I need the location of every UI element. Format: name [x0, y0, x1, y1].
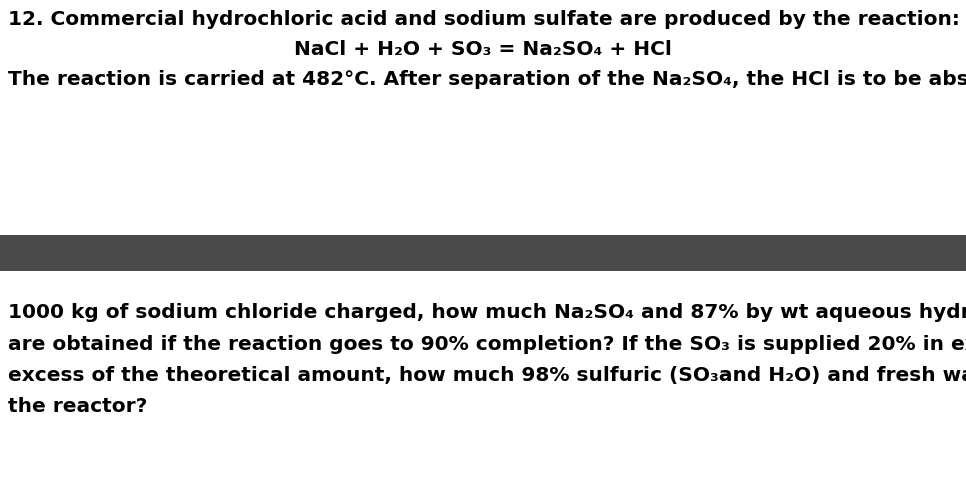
Text: NaCl + H₂O + SO₃ = Na₂SO₄ + HCl: NaCl + H₂O + SO₃ = Na₂SO₄ + HCl [294, 40, 672, 59]
Text: 12. Commercial hydrochloric acid and sodium sulfate are produced by the reaction: 12. Commercial hydrochloric acid and sod… [8, 10, 960, 29]
Text: are obtained if the reaction goes to 90% completion? If the SO₃ is supplied 20% : are obtained if the reaction goes to 90%… [8, 335, 966, 354]
Bar [0, 235, 966, 271]
Text: 1000 kg of sodium chloride charged, how much Na₂SO₄ and 87% by wt aqueous hydroc: 1000 kg of sodium chloride charged, how … [8, 303, 966, 322]
Text: the reactor?: the reactor? [8, 397, 147, 416]
Text: The reaction is carried at 482°C. After separation of the Na₂SO₄, the HCl is to : The reaction is carried at 482°C. After … [8, 70, 966, 89]
Text: excess of the theoretical amount, how much 98% sulfuric (SO₃and H₂O) and fresh w: excess of the theoretical amount, how mu… [8, 366, 966, 385]
